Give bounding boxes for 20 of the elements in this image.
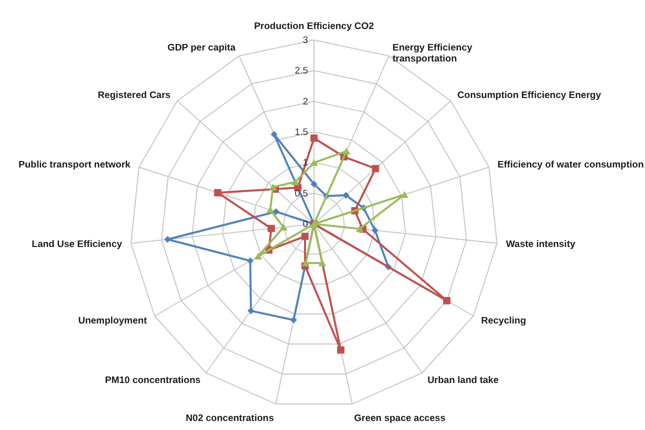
y-tick-label: 2 <box>302 96 308 108</box>
spoke-label: PM10 concentrations <box>104 375 201 386</box>
y-tick-label: 0 <box>302 219 308 230</box>
spoke-label: Production Efficiency CO2 <box>254 21 374 32</box>
spoke-label: Unemployment <box>78 316 148 326</box>
spoke-label: Land Use Efficiency <box>32 239 123 250</box>
spoke-label: Urban land take <box>427 375 499 386</box>
spoke-label: Registered Cars <box>98 90 171 101</box>
spoke-label: Energy Efficiency transportation <box>392 42 473 65</box>
spoke-label: GDP per capita <box>168 42 236 54</box>
spoke-label: Consumption Efficiency Energy <box>457 90 602 101</box>
spoke-label: Efficiency of water consumption <box>498 159 644 170</box>
y-tick-label: 2.5 <box>294 66 308 77</box>
y-tick-label: 3 <box>302 35 308 46</box>
spoke-label: Recycling <box>481 316 526 326</box>
y-tick-label: 1.5 <box>294 127 308 138</box>
spoke-label: Public transport network <box>18 159 132 170</box>
spoke-label: N02 concentrations <box>186 412 274 424</box>
spoke-label: Green space access <box>354 412 446 424</box>
spoke-label: Waste intensity <box>506 239 576 250</box>
